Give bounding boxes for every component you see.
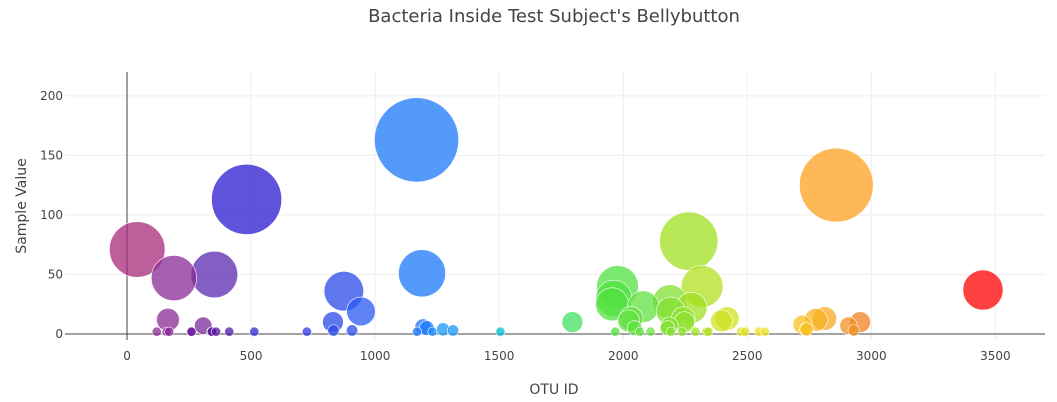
data-bubble[interactable] [427,326,438,337]
data-bubble[interactable] [447,324,460,337]
data-bubble[interactable] [962,269,1004,311]
data-bubble[interactable] [665,326,676,337]
data-bubble[interactable] [249,326,260,337]
data-bubble[interactable] [659,211,719,271]
data-bubble[interactable] [151,326,162,337]
data-bubble[interactable] [690,326,701,337]
data-bubble[interactable] [412,326,423,337]
data-bubble[interactable] [186,326,197,337]
data-bubble[interactable] [677,326,687,337]
data-bubble[interactable] [561,311,584,333]
data-bubble[interactable] [346,296,376,327]
data-bubble[interactable] [610,326,621,337]
x-tick-label: 3500 [980,349,1011,363]
data-bubble[interactable] [703,326,714,337]
data-bubble[interactable] [799,147,874,223]
data-bubble[interactable] [759,326,770,337]
y-tick-label: 200 [40,89,63,103]
chart-title: Bacteria Inside Test Subject's Bellybutt… [368,6,740,27]
data-bubble[interactable] [190,250,238,299]
data-bubble[interactable] [327,324,340,337]
data-bubble[interactable] [645,326,656,337]
data-bubble[interactable] [847,324,860,337]
data-bubble[interactable] [211,326,222,337]
tick-layer: 0 500 1000 1500 2000 2500 3000 3500 0 50 100 150 200 [40,89,1011,363]
data-bubble[interactable] [374,97,459,183]
grid-layer [65,72,1045,340]
x-tick-label: 0 [123,349,131,363]
x-tick-label: 500 [240,349,263,363]
bubble-layer [109,97,1004,337]
x-axis-title: OTU ID [529,382,578,398]
x-tick-label: 1000 [360,349,391,363]
x-tick-label: 2000 [608,349,639,363]
data-bubble[interactable] [710,309,733,333]
data-bubble[interactable] [495,326,506,337]
data-bubble[interactable] [301,326,312,337]
x-tick-label: 1500 [484,349,515,363]
y-tick-label: 150 [40,148,63,162]
data-bubble[interactable] [634,326,645,337]
data-bubble[interactable] [150,255,197,301]
y-tick-label: 50 [48,267,63,281]
y-axis-title: Sample Value [14,158,30,253]
data-bubble[interactable] [740,326,751,337]
data-bubble[interactable] [109,221,166,278]
data-bubble[interactable] [211,164,282,235]
y-tick-label: 0 [55,327,63,341]
data-bubble[interactable] [346,324,359,337]
data-bubble[interactable] [164,326,175,337]
x-tick-label: 3000 [856,349,887,363]
x-tick-label: 2500 [732,349,763,363]
data-bubble[interactable] [398,249,446,298]
data-bubble[interactable] [799,322,814,337]
y-tick-label: 100 [40,208,63,222]
data-bubble[interactable] [224,326,235,337]
